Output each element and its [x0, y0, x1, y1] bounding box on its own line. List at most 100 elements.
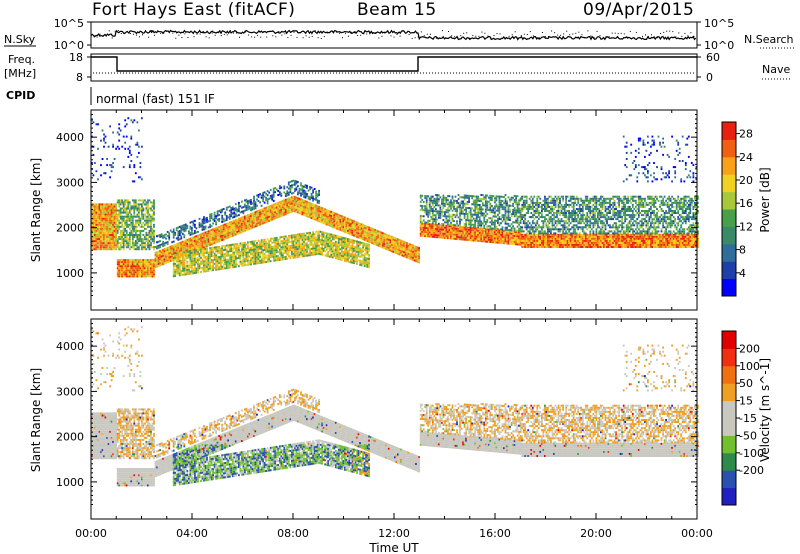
- power-cell: [465, 223, 467, 226]
- power-cell: [204, 235, 207, 238]
- power-cell: [247, 253, 249, 256]
- power-cell: [162, 261, 164, 263]
- power-cell: [256, 204, 258, 207]
- power-cell: [298, 203, 301, 206]
- power-cell: [247, 226, 249, 229]
- power-cell: [151, 259, 154, 262]
- power-cell: [110, 238, 113, 241]
- power-cell: [287, 183, 290, 186]
- power-cell: [394, 241, 396, 244]
- power-cell: [277, 238, 280, 241]
- power-cell: [345, 247, 348, 250]
- power-cell: [150, 229, 152, 232]
- power-cell: [312, 233, 314, 236]
- power-cell: [127, 246, 130, 249]
- power-cell: [138, 151, 140, 154]
- power-cell: [106, 242, 108, 245]
- power-cell: [178, 262, 181, 265]
- power-cell: [300, 182, 302, 185]
- power-cell: [210, 217, 213, 220]
- power-cell: [324, 214, 327, 217]
- power-cell: [198, 238, 201, 241]
- power-cell: [118, 147, 121, 150]
- power-cell: [139, 225, 142, 228]
- power-cell: [251, 244, 254, 247]
- power-cell: [298, 243, 301, 246]
- power-cell: [151, 205, 154, 208]
- power-cell: [201, 242, 204, 245]
- power-cell: [300, 243, 302, 246]
- power-cell: [238, 250, 240, 253]
- power-cell: [436, 218, 439, 221]
- power-cell: [283, 191, 286, 194]
- power-cell: [157, 258, 160, 261]
- power-cell: [254, 246, 257, 249]
- power-cell: [315, 194, 317, 197]
- power-cell: [212, 236, 214, 239]
- power-cell: [315, 230, 317, 233]
- power-cell: [163, 236, 166, 239]
- power-cell: [221, 249, 224, 252]
- power-cell: [225, 260, 228, 263]
- power-cell: [195, 251, 198, 254]
- power-cell: [357, 234, 360, 237]
- power-cell: [194, 261, 196, 264]
- power-cell: [260, 208, 263, 211]
- power-cell: [271, 253, 274, 256]
- power-cell: [122, 248, 125, 251]
- power-cell: [128, 209, 131, 212]
- power-cell: [297, 237, 299, 240]
- power-cell: [377, 230, 380, 233]
- power-cell: [131, 217, 134, 220]
- power-cell: [165, 253, 167, 256]
- power-cell: [366, 240, 369, 243]
- power-cell: [283, 201, 286, 204]
- power-cell: [95, 217, 98, 220]
- power-cell: [359, 228, 361, 231]
- power-cell: [344, 224, 346, 227]
- power-cell: [91, 219, 93, 222]
- power-cell: [268, 215, 271, 218]
- power-cell: [294, 198, 296, 200]
- power-cell: [230, 254, 233, 257]
- power-cell: [128, 244, 131, 247]
- power-cell: [115, 238, 117, 241]
- power-cell: [315, 190, 317, 193]
- power-cell: [118, 215, 121, 218]
- power-cell: [133, 263, 136, 266]
- power-cell: [239, 254, 242, 257]
- power-cell: [360, 249, 363, 252]
- power-cell: [106, 219, 108, 222]
- power-cell: [219, 255, 222, 258]
- power-cell: [215, 227, 217, 230]
- power-cell: [344, 255, 346, 258]
- power-cell: [95, 242, 98, 245]
- power-cell: [215, 229, 217, 232]
- power-cell: [206, 245, 208, 248]
- power-cell: [297, 254, 299, 256]
- power-cell: [245, 249, 248, 252]
- power-cell: [195, 267, 198, 270]
- power-cell: [301, 213, 304, 216]
- power-cell: [277, 250, 280, 253]
- power-cell: [206, 251, 208, 254]
- power-cell: [101, 203, 104, 206]
- power-cell: [136, 236, 139, 238]
- power-cell: [125, 234, 128, 236]
- power-cell: [292, 199, 295, 202]
- power-cell: [97, 223, 99, 226]
- power-cell: [124, 223, 127, 226]
- power-cell: [254, 225, 257, 228]
- power-cell: [451, 215, 454, 218]
- power-cell: [327, 209, 330, 212]
- power-cell: [124, 125, 127, 128]
- power-cell: [283, 213, 286, 216]
- power-cell: [325, 215, 328, 218]
- power-cell: [351, 261, 354, 264]
- power-cell: [395, 250, 398, 252]
- power-cell: [183, 246, 186, 249]
- power-cell: [321, 211, 324, 214]
- power-cell: [198, 244, 201, 247]
- power-cell: [318, 252, 320, 255]
- power-cell: [103, 139, 105, 142]
